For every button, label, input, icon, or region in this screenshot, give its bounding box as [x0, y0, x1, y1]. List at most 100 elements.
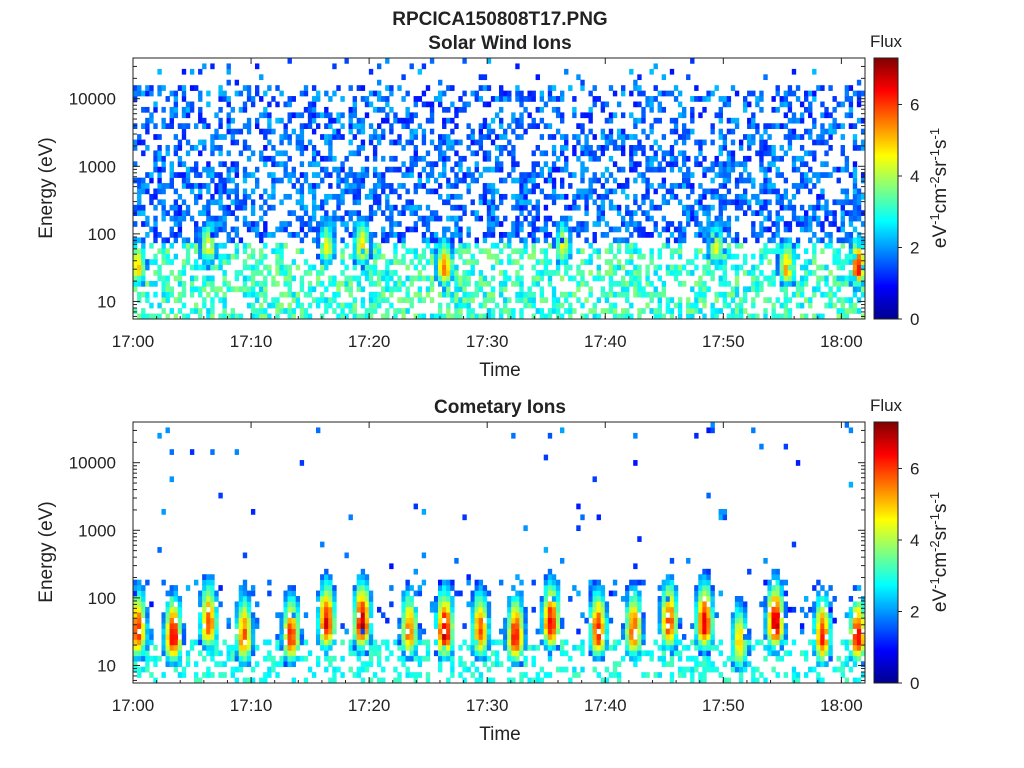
spectrogram-cell	[698, 139, 703, 146]
spectrogram-cell	[543, 644, 549, 651]
spectrogram-cell	[588, 188, 593, 195]
spectrogram-cell	[291, 650, 296, 657]
spectrogram-cell	[364, 574, 370, 580]
spectrogram-cell	[503, 215, 508, 222]
spectrogram-cell	[275, 85, 280, 91]
spectrogram-cell	[161, 183, 166, 189]
spectrogram-cell	[462, 623, 467, 629]
spectrogram-cell	[702, 270, 707, 276]
spectrogram-cell	[600, 596, 606, 602]
spectrogram-cell	[397, 672, 402, 678]
spectrogram-cell	[738, 313, 744, 320]
spectrogram-cell	[539, 248, 545, 255]
spectrogram-cell	[633, 150, 638, 157]
spectrogram-cell	[560, 166, 565, 173]
spectrogram-cell	[397, 183, 402, 189]
spectrogram-cell	[218, 145, 223, 151]
spectrogram-cell	[661, 193, 667, 200]
spectrogram-cell	[840, 199, 845, 206]
spectrogram-cell	[429, 106, 435, 113]
spectrogram-cell	[535, 106, 540, 113]
spectrogram-cell	[555, 155, 561, 162]
spectrogram-cell	[364, 193, 370, 200]
spectrogram-cell	[438, 639, 443, 646]
x-tick-label: 17:50	[702, 332, 745, 351]
spectrogram-cell	[543, 596, 549, 602]
spectrogram-cell	[840, 313, 845, 320]
spectrogram-cell	[543, 612, 549, 619]
spectrogram-cell	[515, 574, 520, 580]
spectrogram-cell	[531, 117, 536, 124]
spectrogram-cell	[360, 596, 366, 602]
spectrogram-cell	[466, 101, 471, 108]
spectrogram-cell	[783, 280, 789, 287]
spectrogram-cell	[568, 302, 573, 309]
spectrogram-cell	[763, 123, 768, 129]
spectrogram-cell	[198, 677, 203, 684]
spectrogram-cell	[486, 134, 492, 140]
spectrogram-cell	[222, 90, 227, 97]
spectrogram-cell	[458, 177, 463, 184]
spectrogram-cell	[531, 248, 536, 255]
spectrogram-cell	[328, 601, 333, 608]
spectrogram-cell	[657, 106, 662, 113]
spectrogram-cell	[519, 661, 524, 667]
spectrogram-cell	[787, 204, 793, 211]
spectrogram-cell	[722, 139, 728, 146]
spectrogram-cell	[710, 232, 715, 238]
spectrogram-cell	[157, 188, 162, 195]
spectrogram-cell	[616, 237, 622, 244]
spectrogram-cell	[690, 210, 695, 216]
spectrogram-cell	[799, 291, 805, 298]
spectrogram-cell	[409, 596, 414, 602]
spectrogram-cell	[377, 193, 382, 200]
spectrogram-cell	[328, 628, 333, 635]
spectrogram-cell	[446, 248, 451, 255]
spectrogram-cell	[368, 253, 374, 260]
spectrogram-cell	[267, 666, 272, 673]
spectrogram-cell	[507, 634, 512, 640]
spectrogram-cell	[600, 215, 606, 222]
spectrogram-cell	[364, 639, 370, 646]
spectrogram-cell	[405, 596, 410, 602]
spectrogram-cell	[194, 237, 199, 244]
spectrogram-cell	[385, 232, 390, 238]
spectrogram-cell	[385, 655, 390, 662]
spectrogram-cell	[381, 270, 386, 276]
spectrogram-cell	[202, 259, 207, 265]
spectrogram-cell	[722, 291, 728, 298]
spectrogram-cell	[141, 639, 146, 646]
spectrogram-cell	[198, 242, 203, 249]
spectrogram-cell	[438, 264, 443, 271]
spectrogram-cell	[511, 145, 516, 151]
spectrogram-cell	[783, 123, 789, 129]
spectrogram-cell	[665, 297, 671, 303]
spectrogram-cell	[438, 270, 443, 276]
spectrogram-cell	[214, 612, 219, 619]
spectrogram-cell	[340, 270, 345, 276]
spectrogram-cell	[763, 313, 768, 320]
spectrogram-cell	[413, 628, 418, 635]
spectrogram-cell	[726, 177, 732, 184]
spectrogram-cell	[856, 297, 862, 303]
spectrogram-cell	[832, 199, 837, 206]
spectrogram-cell	[137, 596, 142, 602]
spectrogram-cell	[718, 215, 723, 222]
spectrogram-cell	[572, 226, 577, 233]
spectrogram-cell	[486, 226, 492, 233]
spectrogram-cell	[677, 101, 683, 108]
spectrogram-cell	[267, 85, 272, 91]
spectrogram-cell	[580, 644, 585, 651]
spectrogram-cell	[751, 193, 756, 200]
spectrogram-cell	[600, 128, 606, 135]
spectrogram-cell	[604, 188, 610, 195]
spectrogram-cell	[360, 612, 366, 619]
spectrogram-cell	[450, 232, 455, 238]
spectrogram-cell	[255, 270, 260, 276]
spectrogram-cell	[450, 270, 455, 276]
spectrogram-cell	[677, 253, 683, 260]
spectrogram-cell	[405, 204, 410, 211]
spectrogram-cell	[698, 308, 703, 314]
spectrogram-cell	[206, 226, 211, 233]
spectrogram-cell	[702, 302, 707, 309]
